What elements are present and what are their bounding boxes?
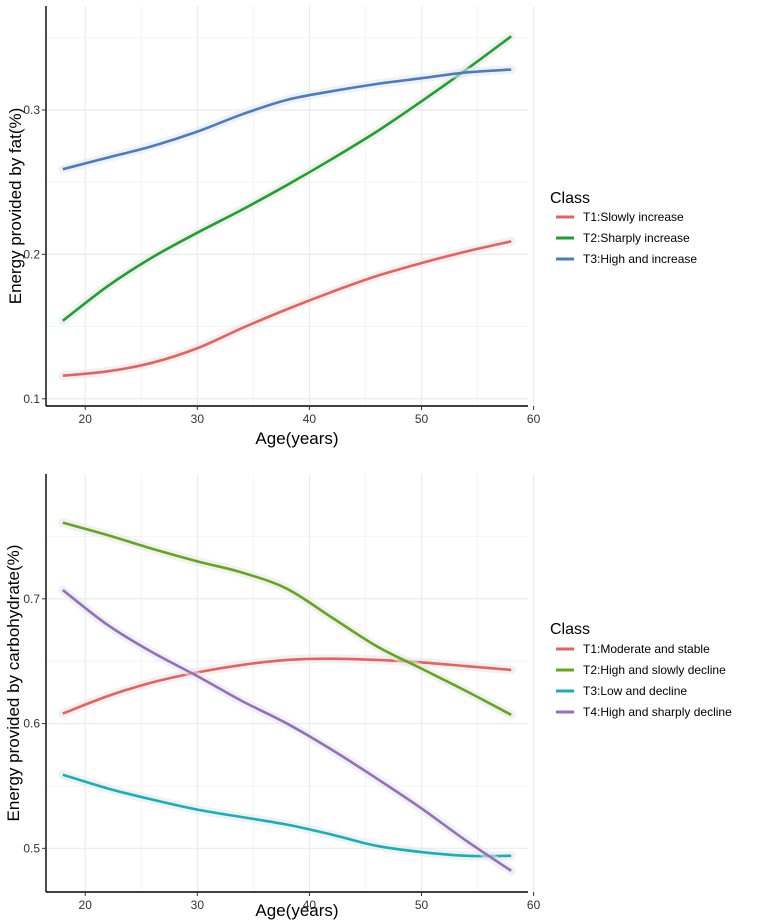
series-ribbon-3 (58, 770, 516, 861)
x-tick-label: 50 (415, 898, 429, 912)
legend-title: Class (550, 190, 590, 207)
legend-label-1: T1:Moderate and stable (583, 642, 710, 656)
x-tick-label: 40 (303, 898, 317, 912)
legend-label-1: T1:Slowly increase (583, 210, 684, 224)
y-axis-title: Energy provided by fat(%) (6, 108, 25, 305)
chart-carbohydrate: 20 30 40 50 60 0.5 0.6 0.7 Age(years) Energy prov… (4, 474, 732, 920)
x-tick-label: 60 (527, 412, 541, 426)
x-tick-label: 30 (191, 412, 205, 426)
legend: Class T1:Moderate and stable T2:High and s… (550, 621, 732, 719)
y-tick-label: 0.6 (23, 717, 40, 731)
legend-label-2: T2:High and slowly decline (583, 663, 726, 677)
series-line-4 (62, 589, 512, 872)
series-line-2 (62, 35, 512, 322)
x-tick-label: 40 (303, 412, 317, 426)
x-axis-title: Age(years) (255, 429, 338, 448)
series-line-3 (62, 68, 512, 171)
y-tick-label: 0.5 (23, 841, 40, 855)
x-tick-label: 20 (79, 898, 93, 912)
series-line-1 (62, 657, 512, 715)
y-tick-label: 0.1 (23, 392, 40, 406)
series-line-3 (62, 773, 512, 858)
x-axis-title: Age(years) (255, 901, 338, 920)
legend-label-3: T3:High and increase (583, 252, 697, 266)
y-axis-title: Energy provided by carbohydrate(%) (4, 545, 23, 822)
series-line-1 (62, 240, 512, 377)
legend-label-4: T4:High and sharply decline (583, 705, 732, 719)
y-tick-label: 0.3 (23, 103, 40, 117)
x-tick-label: 30 (191, 898, 205, 912)
x-tick-label: 60 (527, 898, 541, 912)
series-ribbon-1 (58, 654, 516, 719)
x-tick-label: 20 (79, 412, 93, 426)
legend-label-2: T2:Sharply increase (583, 231, 690, 245)
y-tick-label: 0.7 (23, 592, 40, 606)
legend: Class T1:Slowly increase T2:Sharply increa… (550, 190, 697, 266)
legend-title: Class (550, 621, 590, 638)
chart-fat: 20 30 40 50 60 0.1 0.2 0.3 Age(years) Energy prov… (6, 6, 697, 448)
x-tick-label: 50 (415, 412, 429, 426)
y-tick-label: 0.2 (23, 247, 40, 261)
legend-label-3: T3:Low and decline (583, 684, 687, 698)
series-line-2 (62, 521, 512, 716)
